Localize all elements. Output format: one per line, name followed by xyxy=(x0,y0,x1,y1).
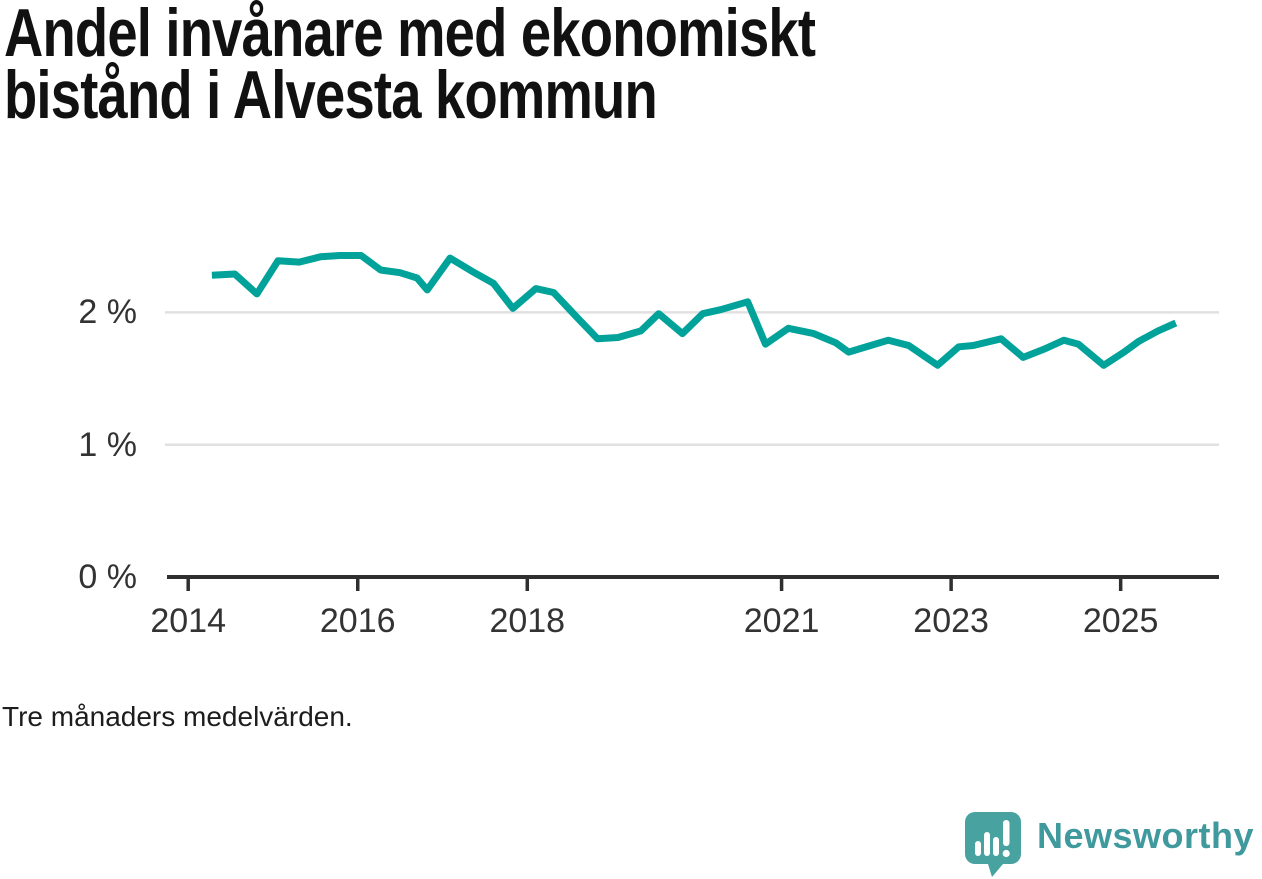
newsworthy-logo-icon xyxy=(964,812,1021,877)
y-tick-label-0pct: 0 % xyxy=(78,558,137,596)
x-tick-label-2023: 2023 xyxy=(913,602,989,640)
data-line xyxy=(211,252,1178,369)
y-tick-label-1pct: 1 % xyxy=(78,425,137,464)
logo-exclamation-dot xyxy=(1002,849,1010,858)
logo-exclamation-bar xyxy=(1002,820,1010,846)
brand-logo: Newsworthy xyxy=(963,806,1254,878)
page-title-line1: Andel invånare med ekonomiskt xyxy=(4,0,816,71)
x-tick-label-2025: 2025 xyxy=(1082,602,1159,640)
logo-bar-tall xyxy=(983,832,990,856)
x-tick-label-2018: 2018 xyxy=(489,602,566,640)
y-tick-label-2pct: 2 % xyxy=(78,293,137,332)
chart-footnote: Tre månaders medelvärden. xyxy=(2,701,353,732)
page-title-line2: bistånd i Alvesta kommun xyxy=(4,57,658,133)
brand-wordmark: Newsworthy xyxy=(1036,815,1254,856)
x-tick-label-2021: 2021 xyxy=(743,602,820,640)
logo-bar-medium xyxy=(992,837,999,856)
page-title: Andel invånare med ekonomiskt bistånd i … xyxy=(4,0,1020,133)
logo-bar-small xyxy=(974,841,981,856)
x-tick-label-2016: 2016 xyxy=(319,602,396,640)
x-tick-label-2014: 2014 xyxy=(150,602,226,640)
